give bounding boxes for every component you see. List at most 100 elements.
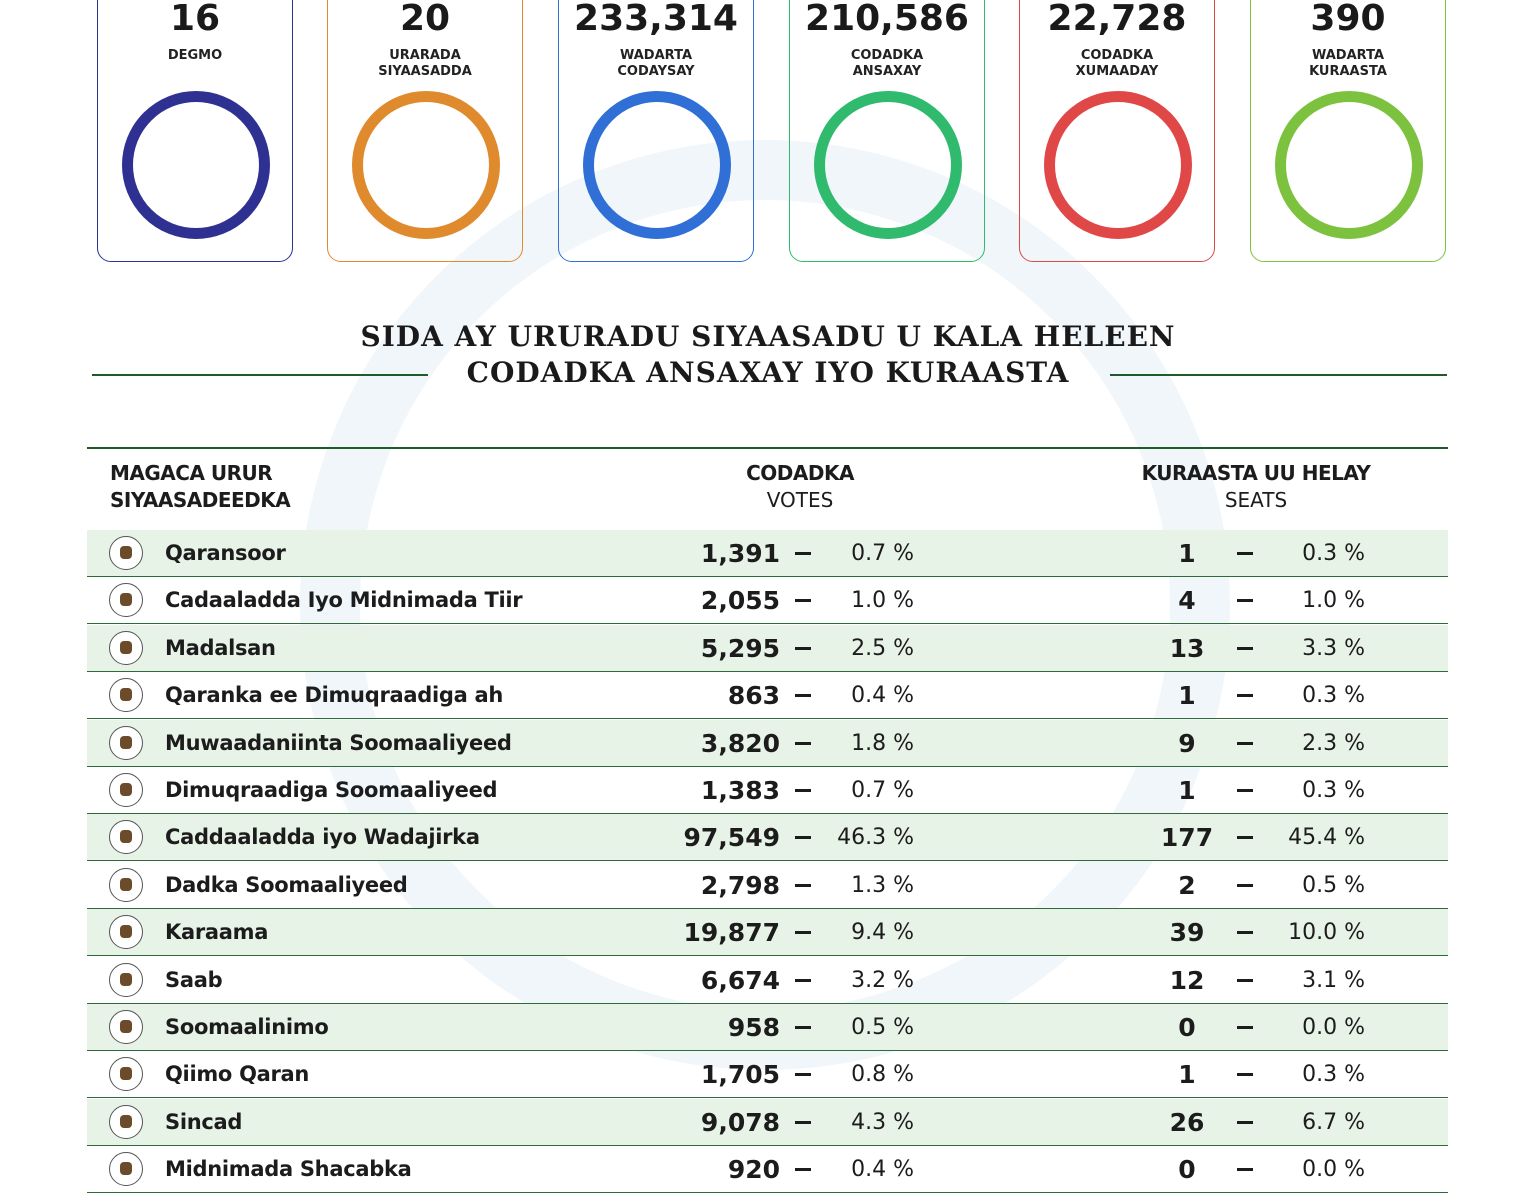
stat-card: 20 URARADA SIYAASADDA <box>327 0 523 262</box>
seats: 177 <box>1160 823 1214 853</box>
votes-percent: 1.3 % <box>851 872 914 898</box>
separator <box>795 1120 811 1124</box>
votes: 5,295 <box>700 633 780 663</box>
stat-label: URARADA <box>389 48 461 63</box>
seats-percent: 0.0 % <box>1302 1015 1365 1040</box>
votes-percent: 1.0 % <box>851 588 914 614</box>
votes: 863 <box>727 681 780 711</box>
votes: 3,820 <box>700 728 780 758</box>
stat-label: WADARTA <box>1311 48 1384 63</box>
seats: 4 <box>1178 586 1196 616</box>
party-name: Dadka Soomaaliyeed <box>165 872 408 897</box>
party-logo <box>109 867 143 902</box>
separator <box>1237 931 1253 935</box>
votes: 1,391 <box>700 539 780 568</box>
party-logo <box>109 820 143 855</box>
separator <box>795 552 811 555</box>
seats: 1 <box>1178 1060 1196 1090</box>
seats-percent: 3.3 % <box>1302 635 1365 661</box>
separator <box>795 599 811 603</box>
votes: 2,798 <box>700 870 780 900</box>
votes: 920 <box>727 1155 780 1185</box>
separator <box>1237 694 1253 698</box>
separator <box>1237 978 1253 982</box>
votes: 2,055 <box>700 586 780 616</box>
table-row: Saab 6,674 3.2 % 12 3.1 % <box>87 957 1448 1004</box>
stat-card: 233,314 WADARTA CODAYSAY <box>558 0 754 262</box>
stat-label: CODADKA <box>850 48 924 63</box>
title-rule <box>92 374 428 376</box>
party-logo <box>109 915 143 950</box>
seats: 2 <box>1178 870 1196 900</box>
party-name: Caddaaladda iyo Wadajirka <box>165 825 480 850</box>
table-row: Caddaaladda iyo Wadajirka 97,549 46.3 % 177… <box>87 814 1448 862</box>
stat-card: 210,586 CODADKA ANSAXAY <box>789 0 985 262</box>
votes: 1,705 <box>700 1060 780 1090</box>
votes-percent: 4.3 % <box>851 1109 914 1135</box>
stat-card: 16 DEGMO <box>97 0 293 262</box>
stat-value: 233,314 <box>574 0 738 39</box>
votes-percent: 46.3 % <box>837 825 914 851</box>
stat-ring <box>1275 91 1423 239</box>
seats-percent: 1.0 % <box>1302 588 1365 614</box>
seats-percent: 0.3 % <box>1302 541 1365 566</box>
separator <box>1237 1073 1253 1077</box>
separator <box>795 1168 811 1172</box>
table-row: Muwaadaniinta Soomaaliyeed 3,820 1.8 % 9 2.3… <box>87 719 1448 767</box>
votes-percent: 0.8 % <box>851 1062 914 1088</box>
party-logo <box>109 725 143 760</box>
seats-percent: 6.7 % <box>1302 1109 1365 1135</box>
party-name: Midnimada Shacabka <box>165 1157 412 1182</box>
party-name: Qiimo Qaran <box>165 1062 310 1087</box>
seats: 12 <box>1169 965 1205 995</box>
stat-card: 390 WADARTA KURAASTA <box>1250 0 1446 262</box>
stat-value: 210,586 <box>805 0 969 39</box>
seats: 39 <box>1169 918 1205 948</box>
party-logo <box>109 536 143 570</box>
votes-percent: 0.4 % <box>851 683 914 709</box>
column-header: MAGACA URUR <box>110 461 273 485</box>
party-name: Qaranka ee Dimuqraadiga ah <box>165 683 504 708</box>
separator <box>1237 1026 1253 1029</box>
stat-value: 16 <box>169 0 221 39</box>
table-row: Dadka Soomaaliyeed 2,798 1.3 % 2 0.5 % <box>87 862 1448 909</box>
separator <box>795 978 811 982</box>
stat-label: ANSAXAY <box>852 64 922 79</box>
table-row: Karaama 19,877 9.4 % 39 10.0 % <box>87 909 1448 957</box>
section-title: CODADKA ANSAXAY IYO KURAASTA <box>466 356 1070 389</box>
votes-percent: 2.5 % <box>851 635 914 661</box>
stat-value: 390 <box>1310 0 1386 39</box>
seats-percent: 0.3 % <box>1302 1062 1365 1088</box>
party-logo <box>109 583 143 618</box>
votes-percent: 3.2 % <box>851 967 914 993</box>
column-header: SEATS <box>1224 488 1288 512</box>
stat-label: CODADKA <box>1080 48 1154 63</box>
stat-ring <box>814 91 962 239</box>
stat-ring <box>352 91 500 239</box>
party-name: Dimuqraadiga Soomaaliyeed <box>165 778 498 802</box>
votes: 19,877 <box>683 918 780 948</box>
votes-percent: 0.5 % <box>851 1015 914 1040</box>
stat-label: CODAYSAY <box>617 64 695 79</box>
separator <box>1237 741 1253 745</box>
party-name: Madalsan <box>165 635 276 660</box>
separator <box>795 1026 811 1029</box>
seats-percent: 0.3 % <box>1302 778 1365 803</box>
party-logo <box>109 1104 143 1139</box>
table-top-rule <box>87 447 1448 449</box>
separator <box>795 741 811 745</box>
seats-percent: 0.5 % <box>1302 872 1365 898</box>
seats: 13 <box>1169 633 1205 663</box>
separator <box>795 789 811 792</box>
seats-percent: 3.1 % <box>1302 967 1365 993</box>
separator <box>795 646 811 650</box>
separator <box>795 1073 811 1077</box>
separator <box>795 694 811 698</box>
party-logo <box>109 1057 143 1092</box>
seats-percent: 0.3 % <box>1302 683 1365 709</box>
column-header: VOTES <box>766 488 834 512</box>
party-logo <box>109 1152 143 1187</box>
stat-label: XUMAADAY <box>1075 64 1159 79</box>
separator <box>795 931 811 935</box>
